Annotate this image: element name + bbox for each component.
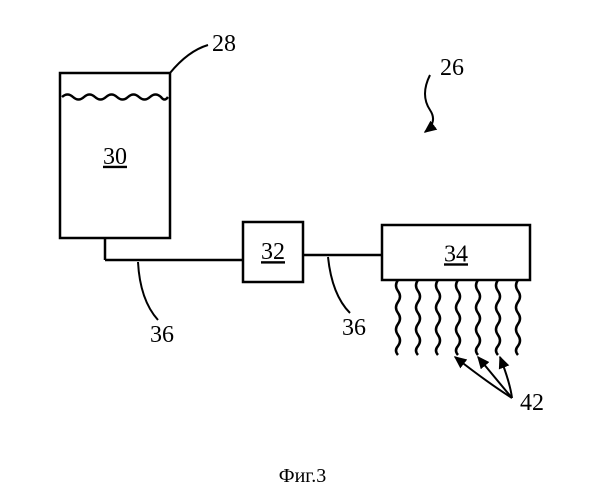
leader-28 [170, 45, 208, 73]
leader-26 [425, 75, 433, 132]
label-pipe_right: 36 [342, 315, 366, 341]
jet-line [476, 280, 480, 355]
jet-line [516, 280, 520, 355]
jet-line [456, 280, 460, 355]
label-pipe_left: 36 [150, 322, 174, 348]
label-tank: 30 [103, 144, 127, 170]
liquid-surface [62, 95, 168, 100]
label-block: 32 [261, 239, 285, 265]
label-figure: 26 [440, 55, 464, 81]
jet-line [496, 280, 500, 355]
label-sprayer: 34 [444, 241, 468, 267]
jet-line [396, 280, 400, 355]
jet-line [436, 280, 440, 355]
figure-diagram: 28 26 30 32 34 36 36 42 Фиг.3 [0, 0, 605, 500]
leader-36-left [138, 262, 158, 320]
label-tank_lid: 28 [212, 31, 236, 57]
figure-caption: Фиг.3 [279, 465, 326, 487]
leader-36-right [328, 257, 350, 313]
jet-line [416, 280, 420, 355]
label-jets: 42 [520, 390, 544, 416]
